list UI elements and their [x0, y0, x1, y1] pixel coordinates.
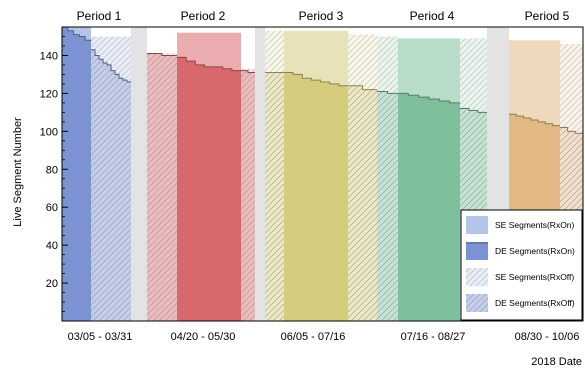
legend: SE Segments(RxOn) DE Segments(RxOn) SE Seg… [460, 209, 583, 321]
x-axis-title: 2018 Date [531, 356, 582, 368]
period-label-2: Period 2 [181, 9, 226, 23]
de-rxoff-line-4 [460, 108, 487, 113]
de-rxon-2 [177, 57, 241, 321]
y-tick-label-40: 40 [46, 240, 58, 252]
legend-swatch-se-rxoff-hatch [466, 268, 488, 286]
legend-label-de_on: DE Segments(RxOn) [495, 246, 575, 256]
period-3-group [265, 30, 377, 321]
de-rxon-line-3 [284, 72, 348, 87]
de-rxoff-before-hatch-4 [377, 91, 398, 321]
y-tick-label-140: 140 [40, 50, 58, 62]
date-range-label-2: 04/20 - 05/30 [171, 331, 236, 343]
de-rxoff-before-line-2 [147, 53, 177, 56]
y-tick-label-120: 120 [40, 88, 58, 100]
de-rxon-line-1 [62, 26, 91, 41]
de-rxon-4 [398, 93, 460, 321]
y-tick-label-20: 20 [46, 278, 58, 290]
legend-swatch-de-rxoff-hatch [466, 294, 488, 312]
plot-frame [61, 26, 584, 322]
period-label-3: Period 3 [299, 9, 344, 23]
de-rxoff-before-hatch-2 [147, 53, 177, 321]
period-label-4: Period 4 [410, 9, 455, 23]
y-tick-label-60: 60 [46, 202, 58, 214]
gap-band-1 [131, 27, 147, 321]
date-range-label-4: 07/16 - 08/27 [401, 331, 466, 343]
period-2-group [147, 32, 255, 322]
de-rxoff-before-hatch-3 [265, 72, 284, 321]
plot-border [61, 26, 584, 322]
de-rxoff-before-line-4 [377, 90, 398, 94]
de-rxoff-line-3 [348, 85, 377, 91]
legend-swatch-de-rxon [466, 242, 488, 260]
de-rxon-line-2 [177, 56, 241, 72]
legend-label-de_off: DE Segments(RxOff) [495, 298, 575, 308]
period-labels: Period 1 03/05 - 03/31 Period 2 04/20 - 05/… [68, 9, 580, 343]
de-rxon-line-5 [509, 113, 560, 127]
period-1-group [62, 26, 131, 321]
legend-swatch-se-rxon [466, 216, 488, 234]
de-rxoff-hatch-1 [91, 49, 131, 321]
de-rxon-line-4 [398, 92, 460, 104]
legend-label-se_on: SE Segments(RxOn) [495, 220, 575, 230]
y-tick-label-100: 100 [40, 126, 58, 138]
date-range-label-1: 03/05 - 03/31 [68, 331, 133, 343]
date-range-label-5: 08/30 - 10/06 [515, 331, 580, 343]
gap-band-2 [255, 27, 265, 321]
y-axis-title: Live Segment Number [12, 117, 24, 227]
y-axis: 20 40 60 80 100 120 140 [40, 36, 68, 312]
de-rxoff-hatch-2 [241, 70, 255, 321]
de-rxoff-line-2 [241, 70, 255, 74]
de-rxon-1 [62, 27, 91, 321]
period-label-5: Period 5 [525, 9, 570, 23]
date-range-label-3: 06/05 - 07/16 [281, 331, 346, 343]
legend-label-se_off: SE Segments(RxOff) [495, 272, 574, 282]
y-tick-label-80: 80 [46, 164, 58, 176]
period-label-1: Period 1 [77, 9, 122, 23]
de-rxoff-line-1 [91, 49, 131, 83]
de-rxoff-line-5 [560, 127, 583, 134]
de-rxon-3 [284, 72, 348, 321]
de-rxoff-hatch-3 [348, 85, 377, 321]
